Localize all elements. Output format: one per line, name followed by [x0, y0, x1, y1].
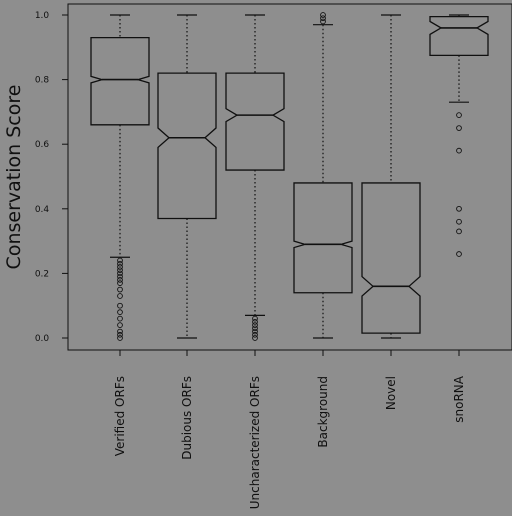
- outlier-point: [117, 260, 123, 267]
- outlier-point: [117, 331, 123, 338]
- outlier-point: [252, 331, 258, 338]
- box-series: [90, 12, 489, 341]
- outlier-point: [117, 286, 123, 293]
- outlier-point: [252, 322, 258, 328]
- box-group: [429, 14, 489, 257]
- box-body: [361, 182, 421, 334]
- outlier-point: [117, 264, 123, 270]
- outlier-point: [456, 228, 462, 235]
- box-group: [225, 14, 285, 341]
- y-tick-label: 0.8: [35, 76, 50, 86]
- outlier-point: [252, 328, 258, 335]
- x-tick-label: Dubious ORFs: [180, 376, 194, 460]
- outlier-point: [456, 125, 462, 131]
- outlier-point: [117, 315, 123, 322]
- box-group: [90, 14, 150, 341]
- outlier-point: [117, 302, 123, 309]
- box-body: [429, 15, 489, 57]
- outlier-point: [117, 280, 123, 286]
- outlier-point: [320, 18, 326, 25]
- box-group: [361, 14, 421, 339]
- y-axis-label: Conservation Score: [3, 85, 25, 270]
- outlier-point: [252, 315, 258, 322]
- x-tick-label: Novel: [384, 376, 398, 410]
- x-tick-label: Uncharacterized ORFs: [248, 376, 262, 509]
- outlier-point: [456, 251, 462, 257]
- outlier-point: [117, 293, 123, 299]
- outlier-point: [320, 15, 326, 22]
- box-body: [90, 36, 150, 126]
- outlier-point: [117, 328, 123, 335]
- y-axis: 0.0 0.2 0.4 0.6 0.8 1.0: [35, 11, 68, 344]
- outlier-point: [117, 270, 123, 277]
- outlier-point: [252, 335, 258, 341]
- y-tick-label: 0.4: [35, 205, 50, 215]
- outlier-point: [117, 322, 123, 328]
- outlier-point: [117, 277, 123, 283]
- outlier-point: [456, 205, 462, 212]
- y-tick-label: 0.2: [35, 269, 49, 279]
- outlier-point: [252, 319, 258, 325]
- box-group: [157, 14, 217, 339]
- y-tick-label: 0.6: [35, 140, 50, 150]
- outlier-point: [117, 309, 123, 316]
- x-tick-label: Background: [316, 376, 330, 448]
- outlier-point: [117, 267, 123, 274]
- outlier-point: [456, 218, 462, 225]
- x-axis-labels: Verified ORFs Dubious ORFs Uncharacterized…: [113, 350, 466, 509]
- outlier-point: [456, 112, 462, 118]
- outlier-point: [117, 273, 123, 280]
- box-group: [293, 12, 353, 339]
- y-tick-label: 0.0: [35, 334, 50, 344]
- plot-area-frame: [67, 3, 512, 351]
- outlier-point: [252, 325, 258, 332]
- y-tick-label: 1.0: [35, 11, 50, 21]
- box-body: [225, 72, 285, 171]
- outlier-point: [456, 147, 462, 154]
- outlier-point: [320, 12, 326, 18]
- x-tick-label: Verified ORFs: [113, 376, 127, 456]
- outlier-point: [117, 257, 123, 264]
- outlier-point: [117, 335, 123, 341]
- box-body: [157, 72, 217, 220]
- x-tick-label: snoRNA: [452, 375, 466, 423]
- box-body: [293, 182, 353, 294]
